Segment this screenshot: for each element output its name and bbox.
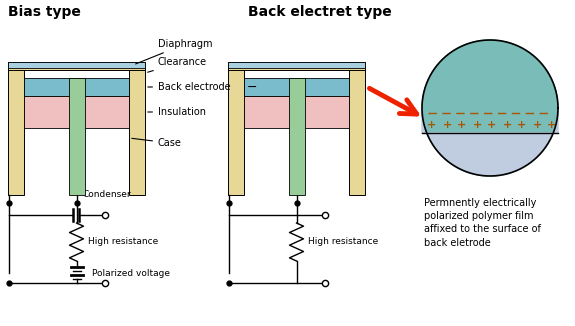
- Text: Polarized voltage: Polarized voltage: [93, 269, 171, 277]
- Bar: [8, 62, 24, 195]
- Text: +: +: [457, 120, 467, 130]
- Text: +: +: [442, 120, 451, 130]
- Text: Clearance: Clearance: [148, 57, 207, 72]
- Text: High resistance: High resistance: [89, 238, 159, 246]
- Text: Diaphragm: Diaphragm: [136, 39, 213, 64]
- Text: Back electret type: Back electret type: [248, 5, 392, 19]
- Text: Case: Case: [132, 138, 182, 148]
- Bar: [68, 78, 85, 195]
- Bar: [24, 96, 129, 128]
- Bar: [244, 78, 349, 96]
- Bar: [228, 62, 365, 68]
- Polygon shape: [422, 40, 558, 176]
- Text: High resistance: High resistance: [309, 238, 379, 246]
- Bar: [129, 62, 145, 195]
- Text: Insulation: Insulation: [148, 107, 206, 117]
- Polygon shape: [422, 108, 558, 176]
- Text: +: +: [503, 120, 512, 130]
- Text: Bias type: Bias type: [8, 5, 81, 19]
- Text: Back electrode: Back electrode: [148, 82, 231, 92]
- Text: +: +: [547, 120, 557, 130]
- Text: Permnently electrically
polarized polymer film
affixed to the surface of
back el: Permnently electrically polarized polyme…: [424, 198, 541, 248]
- Text: +: +: [427, 120, 436, 130]
- Bar: [244, 96, 349, 128]
- Text: −: −: [247, 81, 257, 94]
- Text: Condenser: Condenser: [82, 190, 131, 199]
- Bar: [228, 62, 244, 195]
- Text: +: +: [488, 120, 497, 130]
- Bar: [8, 62, 145, 70]
- Text: +: +: [518, 120, 527, 130]
- Bar: [24, 78, 129, 96]
- Bar: [349, 62, 365, 195]
- Text: +: +: [532, 120, 542, 130]
- Bar: [8, 62, 145, 68]
- Bar: [228, 62, 365, 70]
- Text: +: +: [473, 120, 482, 130]
- Bar: [289, 78, 305, 195]
